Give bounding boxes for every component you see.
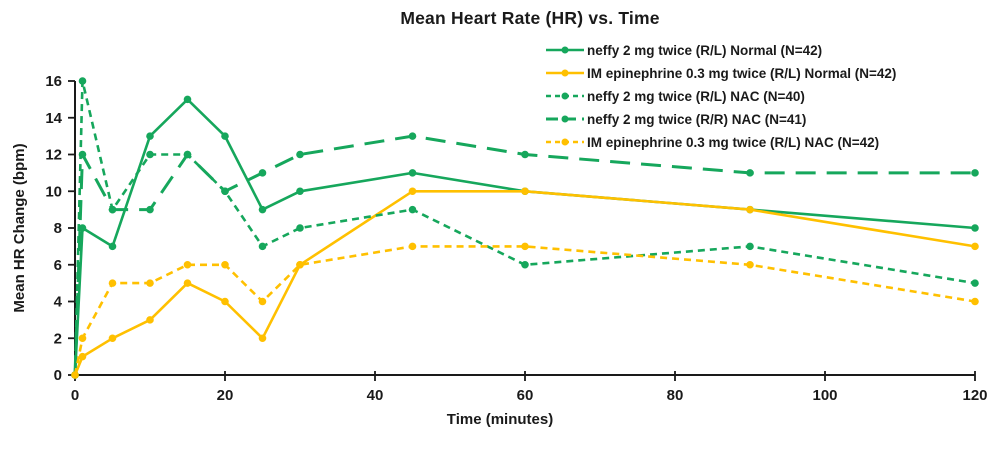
legend-item: IM epinephrine 0.3 mg twice (R/L) NAC (N…: [545, 132, 896, 152]
legend-item: neffy 2 mg twice (R/L) Normal (N=42): [545, 40, 896, 60]
legend-marker: [561, 115, 569, 123]
data-point: [146, 316, 154, 324]
legend-item: neffy 2 mg twice (R/L) NAC (N=40): [545, 86, 896, 106]
y-tick-label: 4: [54, 294, 63, 311]
data-point: [296, 260, 304, 269]
legend-label: neffy 2 mg twice (R/R) NAC (N=41): [587, 111, 807, 127]
data-point: [521, 150, 529, 159]
data-point: [408, 132, 417, 140]
data-point: [183, 150, 192, 159]
legend-line-sample: [546, 92, 584, 100]
data-point: [221, 132, 229, 140]
legend: neffy 2 mg twice (R/L) Normal (N=42) IM …: [545, 40, 896, 152]
x-tick-label: 40: [367, 387, 384, 404]
data-point: [971, 242, 979, 251]
data-point: [78, 334, 87, 343]
y-tick-label: 2: [54, 330, 62, 347]
x-tick-label: 80: [667, 387, 684, 404]
legend-line-sample: [546, 46, 584, 54]
x-tick-label: 120: [962, 387, 987, 404]
legend-line-sample: [546, 69, 584, 77]
y-axis-title: Mean HR Change (bpm): [11, 143, 28, 312]
data-point: [521, 187, 529, 196]
data-point: [78, 224, 87, 232]
data-point: [78, 352, 87, 361]
data-point: [971, 279, 979, 287]
legend-line-sample: [546, 115, 584, 123]
y-tick-label: 10: [45, 183, 62, 200]
data-point: [258, 205, 267, 214]
series-line-2: [73, 79, 976, 376]
data-point: [746, 169, 754, 177]
legend-marker: [561, 92, 569, 100]
data-point: [746, 205, 754, 214]
y-tick-label: 16: [45, 73, 62, 90]
data-point: [221, 297, 229, 306]
x-tick-label: 60: [517, 387, 534, 404]
data-point: [146, 279, 154, 287]
legend-item: neffy 2 mg twice (R/R) NAC (N=41): [545, 109, 896, 129]
data-point: [108, 205, 117, 214]
data-point: [258, 297, 267, 306]
legend-marker: [561, 138, 569, 146]
y-tick-label: 8: [54, 220, 62, 237]
data-point: [408, 242, 417, 251]
y-tick-label: 14: [45, 110, 62, 127]
data-point: [296, 187, 304, 196]
data-point: [108, 242, 117, 251]
legend-item: IM epinephrine 0.3 mg twice (R/L) Normal…: [545, 63, 896, 83]
data-point: [183, 279, 192, 287]
legend-label: IM epinephrine 0.3 mg twice (R/L) NAC (N…: [587, 134, 880, 150]
data-point: [296, 150, 304, 159]
data-point: [521, 260, 529, 269]
data-point: [971, 224, 979, 232]
legend-line-sample: [546, 138, 584, 146]
data-point: [183, 260, 192, 269]
data-point: [408, 187, 417, 196]
chart-title: Mean Heart Rate (HR) vs. Time: [400, 8, 660, 28]
data-point: [71, 371, 79, 379]
data-point: [221, 260, 229, 269]
data-point: [183, 95, 192, 104]
data-point: [108, 334, 117, 343]
data-point: [971, 297, 979, 306]
series-line-3: [73, 134, 975, 376]
data-point: [746, 242, 754, 251]
data-point: [408, 169, 417, 177]
legend-label: neffy 2 mg twice (R/L) Normal (N=42): [587, 42, 823, 58]
x-tick-label: 0: [71, 387, 79, 404]
legend-label: neffy 2 mg twice (R/L) NAC (N=40): [587, 88, 805, 104]
y-tick-label: 6: [54, 257, 62, 274]
data-point: [146, 205, 154, 214]
y-tick-label: 12: [45, 147, 62, 164]
data-point: [78, 150, 87, 159]
y-tick-label: 0: [54, 367, 62, 384]
data-point: [746, 260, 754, 269]
data-point: [146, 150, 154, 159]
legend-label: IM epinephrine 0.3 mg twice (R/L) Normal…: [587, 65, 897, 81]
data-point: [408, 205, 417, 214]
data-point: [258, 334, 267, 343]
series-line-1: [73, 190, 976, 376]
legend-marker: [561, 69, 569, 77]
data-point: [258, 169, 267, 177]
data-point: [221, 187, 229, 196]
x-tick-label: 20: [217, 387, 234, 404]
data-point: [296, 224, 304, 232]
legend-marker: [561, 46, 569, 54]
data-point: [146, 132, 154, 140]
series-line-4: [73, 245, 976, 376]
data-point: [521, 242, 529, 251]
x-tick-label: 100: [812, 387, 837, 404]
x-axis-title: Time (minutes): [447, 411, 553, 428]
data-point: [108, 279, 117, 287]
data-point: [258, 242, 267, 251]
data-point: [971, 169, 979, 177]
data-point: [78, 77, 87, 85]
